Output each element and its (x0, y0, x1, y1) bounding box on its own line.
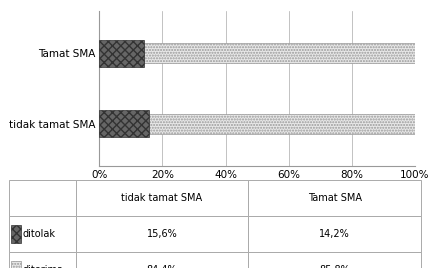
Text: Tamat SMA: Tamat SMA (308, 193, 362, 203)
Bar (99, 40, 144, 66)
Text: 85,8%: 85,8% (319, 265, 350, 268)
Bar (99, 110, 149, 137)
Text: 84,4%: 84,4% (147, 265, 177, 268)
Text: tidak tamat SMA: tidak tamat SMA (121, 193, 203, 203)
Bar (144, 43, 415, 63)
Text: diterima: diterima (23, 265, 64, 268)
Text: 15,6%: 15,6% (146, 229, 178, 239)
Text: ditolak: ditolak (23, 229, 56, 239)
Text: 14,2%: 14,2% (319, 229, 350, 239)
Bar (149, 114, 415, 134)
